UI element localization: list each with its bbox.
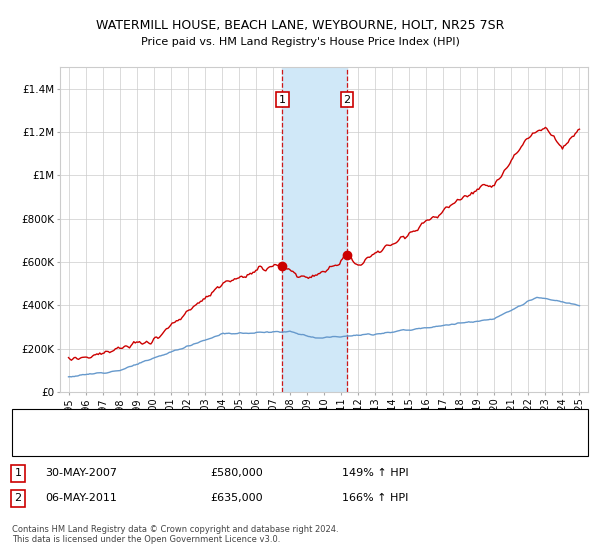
Text: £580,000: £580,000: [210, 468, 263, 478]
Text: Contains HM Land Registry data © Crown copyright and database right 2024.
This d: Contains HM Land Registry data © Crown c…: [12, 525, 338, 544]
Text: 149% ↑ HPI: 149% ↑ HPI: [342, 468, 409, 478]
Text: 30-MAY-2007: 30-MAY-2007: [45, 468, 117, 478]
Text: WATERMILL HOUSE, BEACH LANE, WEYBOURNE, HOLT, NR25 7SR: WATERMILL HOUSE, BEACH LANE, WEYBOURNE, …: [96, 18, 504, 32]
Text: Price paid vs. HM Land Registry's House Price Index (HPI): Price paid vs. HM Land Registry's House …: [140, 37, 460, 47]
Text: WATERMILL HOUSE, BEACH LANE, WEYBOURNE, HOLT, NR25 7SR (detached house): WATERMILL HOUSE, BEACH LANE, WEYBOURNE, …: [57, 418, 451, 427]
Text: £635,000: £635,000: [210, 493, 263, 503]
Text: 2: 2: [14, 493, 22, 503]
Text: 06-MAY-2011: 06-MAY-2011: [45, 493, 117, 503]
Text: HPI: Average price, detached house, North Norfolk: HPI: Average price, detached house, Nort…: [57, 440, 296, 449]
Text: 1: 1: [14, 468, 22, 478]
Bar: [282, 67, 347, 392]
Text: 1: 1: [279, 95, 286, 105]
Text: 166% ↑ HPI: 166% ↑ HPI: [342, 493, 409, 503]
Text: 2: 2: [343, 95, 350, 105]
